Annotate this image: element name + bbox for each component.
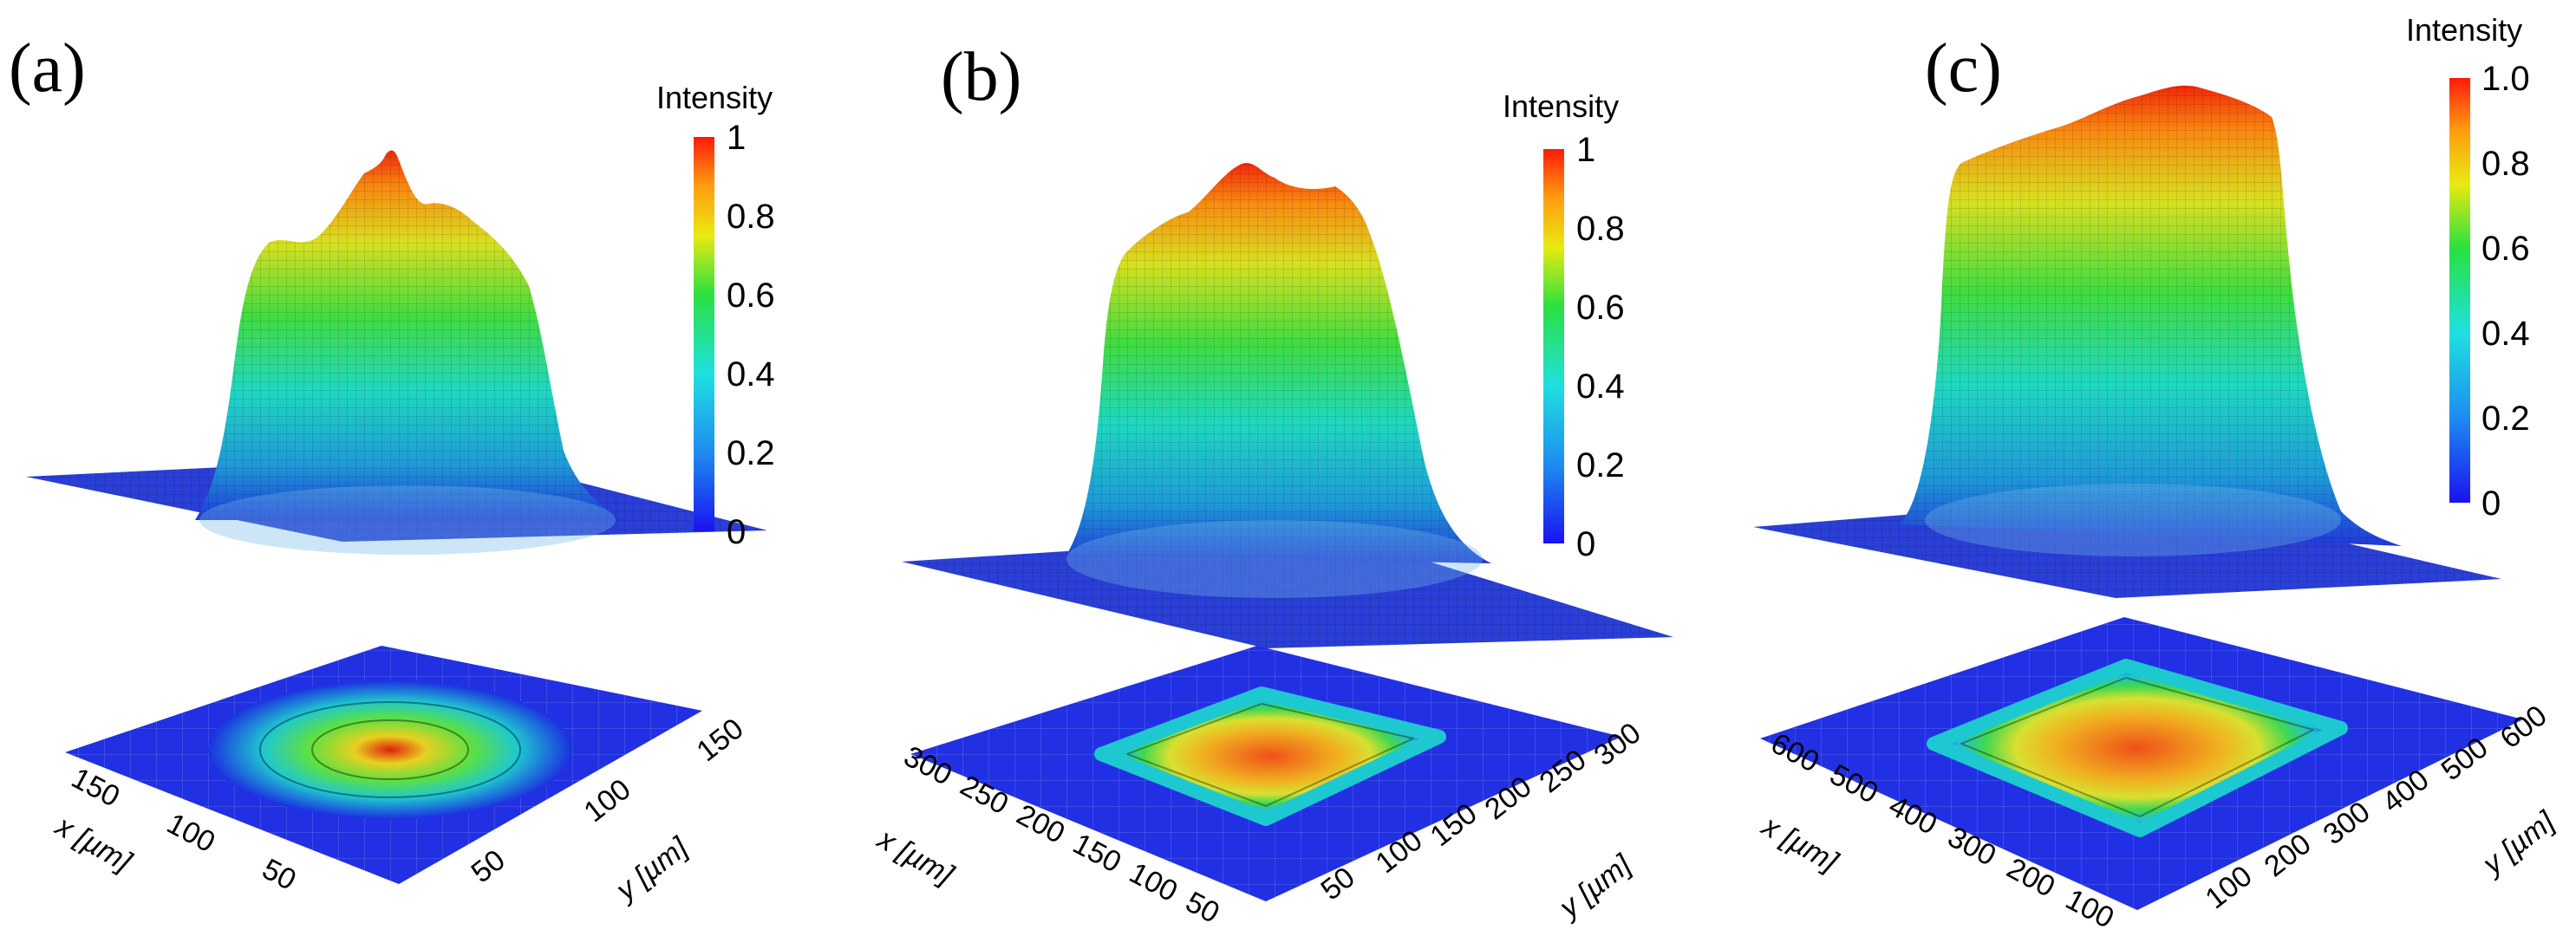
panel-c-heatmap-square [1927,659,2348,837]
panel-b-surface-mesh [1066,162,1491,564]
colorbar-tick-label: 0.4 [2481,315,2530,353]
panel-a-hill-base-glow [199,485,616,555]
panel-c-x-label: x [µm] [1755,809,1844,879]
colorbar-tick-label: 0.2 [727,434,775,472]
panel-a-heatmap-contour [259,701,521,798]
panel-c-surface-mesh [1899,85,2402,546]
panel-a-heatmap-contour [311,719,469,780]
colorbar-tick-label: 0.2 [2481,400,2530,438]
panel-b-base-mesh [902,534,1673,648]
colorbar-tick-label: 1 [727,119,746,157]
colorbar-tick-label: 0.6 [1576,289,1625,327]
x-axis-tick-label: 100 [1124,856,1183,908]
y-axis-tick-label: 150 [691,712,750,768]
colorbar-tick-label: 1 [1576,131,1595,169]
panel-c: (c) Intensity 00.20.40.60.81.0 600500400… [1753,12,2562,935]
y-axis-tick-label: 300 [1588,716,1647,772]
panel-b-heatmap-square [1094,686,1446,826]
y-axis-tick-label: 600 [2494,699,2553,755]
panel-b-y-label: y [µm] [1552,848,1639,926]
colorbar-tick-label: 0.2 [1576,446,1625,485]
colorbar-tick-label: 1.0 [2481,60,2530,98]
panel-c-colorbar-ticks: 0 0.2 0.4 0.6 0.8 1.0 [2481,60,2530,523]
panel-c-colorbar [2449,78,2470,503]
panel-a-colorbar-title: Intensity [656,80,773,115]
panel-a-colorbar [694,137,714,531]
colorbar-tick-label: 0.8 [727,198,775,236]
panel-b-colorbar-title: Intensity [1503,88,1619,124]
panel-c-letter: (c) [1925,30,2002,107]
panel-c-y-label: y [µm] [2475,804,2562,882]
y-axis-tick-label: 50 [466,843,512,889]
panel-a-y-label: y [µm] [609,830,695,908]
panel-a: (a) Intensity 0 0.2 0.4 0.6 0.8 1 150 100 50 50… [9,30,775,908]
panel-b: (b) Intensity 00.20.40.60.81 30025020015… [871,39,1673,930]
colorbar-tick-label: 0.8 [1576,210,1625,248]
x-axis-tick-label: 50 [257,853,301,897]
colorbar-tick-label: 0.6 [2481,230,2530,268]
panel-a-surface-mesh [195,150,624,520]
colorbar-tick-label: 0 [1576,525,1595,563]
colorbar-tick-label: 0.4 [1576,367,1625,406]
panel-a-x-label: x [µm] [49,809,138,879]
y-axis-tick-label: 100 [578,772,637,829]
panel-a-heatmap-spot [208,680,572,819]
panel-c-hill-base-glow [1925,484,2341,556]
panel-a-colorbar-ticks: 0 0.2 0.4 0.6 0.8 1 [727,119,775,551]
colorbar-tick-label: 0.8 [2481,145,2530,183]
colorbar-tick-label: 0.6 [727,276,775,315]
panel-b-heatmap-contour [1126,703,1414,807]
colorbar-tick-label: 0.4 [727,355,775,393]
panel-a-letter: (a) [9,30,86,107]
x-axis-tick-label: 100 [161,807,220,859]
panel-b-hill-base-glow [1066,520,1483,598]
panel-b-colorbar-ticks: 0 0.2 0.4 0.6 0.8 1 [1576,131,1625,563]
panel-c-heatmap-contour [1960,677,2314,817]
x-axis-tick-label: 50 [1180,886,1224,930]
panel-b-x-label: x [µm] [871,822,960,892]
colorbar-tick-label: 0 [727,513,746,551]
panel-b-letter: (b) [941,39,1021,115]
panel-c-colorbar-title: Intensity [2406,12,2522,48]
panel-b-colorbar [1543,149,1564,543]
colorbar-tick-label: 0 [2481,485,2501,523]
